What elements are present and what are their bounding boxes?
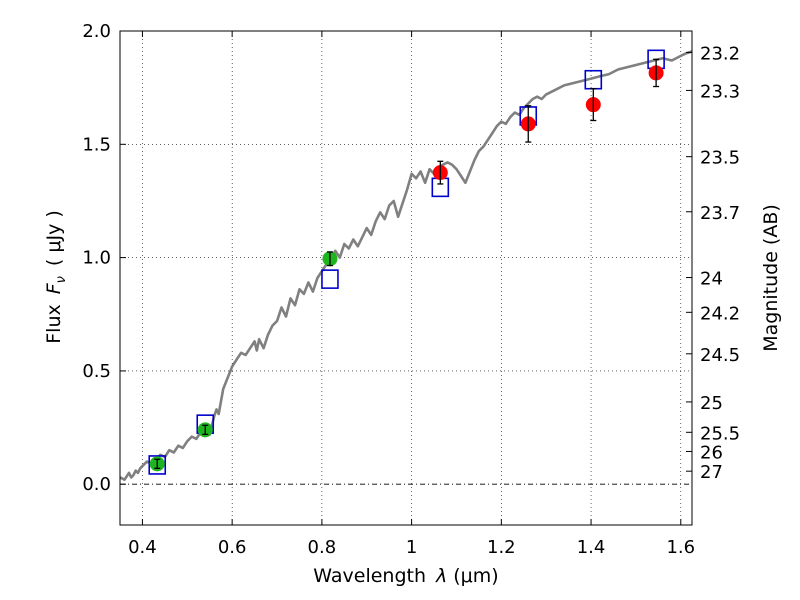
x-tick-label: 1.2 [487, 537, 516, 558]
y-tick-label: 0.5 [82, 361, 111, 382]
spectrum-layer [119, 50, 693, 481]
model-photometry-square [321, 269, 339, 289]
x-tick-label: 1.6 [666, 537, 695, 558]
x-axis-label: Wavelength λ (μm) [313, 565, 498, 587]
tick-layer: 0.4 0.6 0.8 1 1.2 1.4 1.6 0.0 0.5 1.0 1.5 2.0 23.2 23… [82, 21, 740, 558]
grid-layer [120, 30, 692, 525]
marker-layer [148, 49, 665, 475]
magnitude-tick-label: 24.2 [700, 303, 740, 324]
magnitude-tick-label: 23.3 [700, 81, 740, 102]
spectrum-line [119, 50, 693, 481]
magnitude-tick-label: 25 [700, 393, 723, 414]
model-photometry-square [148, 455, 167, 475]
x-tick-label: 0.6 [218, 537, 247, 558]
y-tick-label: 0.0 [82, 474, 111, 495]
magnitude-tick-label: 24.5 [700, 345, 740, 366]
plot-frame [119, 30, 693, 526]
magnitude-tick-label: 23.5 [700, 148, 740, 169]
magnitude-axis-label: Magnitude (AB) [760, 204, 782, 352]
y-axis-label: FluxFν( μJy ) [43, 210, 69, 344]
magnitude-tick-label: 26 [700, 442, 723, 463]
x-tick-label: 0.4 [128, 537, 157, 558]
magnitude-tick-label: 23.7 [700, 203, 740, 224]
x-tick-label: 1.4 [577, 537, 606, 558]
magnitude-tick-label: 27 [700, 462, 723, 483]
y-tick-label: 1.0 [82, 248, 111, 269]
x-tick-label: 1 [406, 537, 417, 558]
y-tick-label: 1.5 [82, 134, 111, 155]
x-tick-label: 0.8 [308, 537, 337, 558]
magnitude-tick-label: 23.2 [700, 43, 740, 64]
magnitude-tick-label: 25.5 [700, 423, 740, 444]
magnitude-tick-label: 24 [700, 269, 723, 290]
y-tick-label: 2.0 [82, 21, 111, 42]
